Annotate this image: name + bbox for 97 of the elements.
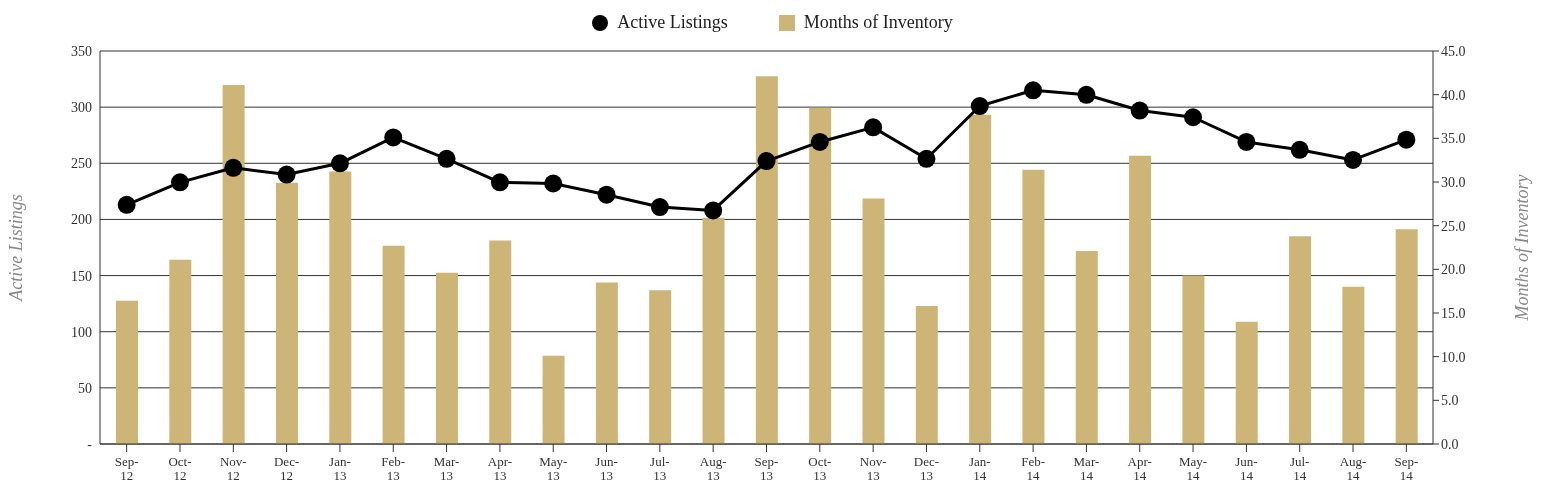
bar <box>1129 155 1152 444</box>
x-tick-label: Dec-13 <box>913 454 940 483</box>
point <box>597 185 616 204</box>
point <box>970 97 989 116</box>
y-tick-label: 100 <box>71 324 92 340</box>
point <box>810 132 829 151</box>
y2-tick-label: 30.0 <box>1441 174 1466 190</box>
bar <box>915 306 938 444</box>
legend-label: Months of Inventory <box>803 12 953 33</box>
point <box>757 152 776 171</box>
point <box>1290 140 1309 159</box>
bar <box>809 107 832 444</box>
bar <box>1075 250 1098 444</box>
bar <box>169 259 192 444</box>
x-tick-label: Sep-14 <box>1394 454 1419 483</box>
x-tick-label: Jan-13 <box>329 454 351 483</box>
y2-axis-title: Months of Inventory <box>1512 174 1532 322</box>
x-tick-label: Mar-14 <box>1073 454 1100 483</box>
bar <box>542 355 565 444</box>
bar <box>969 114 992 444</box>
point <box>1344 150 1363 169</box>
x-tick-label: Jun-14 <box>1235 454 1258 483</box>
x-tick-label: Feb-14 <box>1021 454 1046 483</box>
x-tick-label: Apr-13 <box>487 454 513 483</box>
point <box>490 173 509 192</box>
x-tick-label: Sep-13 <box>754 454 779 483</box>
y2-tick-label: 20.0 <box>1441 262 1466 278</box>
point <box>1237 132 1256 151</box>
x-tick-label: Sep-12 <box>114 454 139 483</box>
bar <box>862 198 885 444</box>
y2-tick-label: 10.0 <box>1441 349 1466 365</box>
bar <box>1235 321 1258 444</box>
x-tick-label: Aug-14 <box>1339 454 1367 483</box>
y2-tick-label: 5.0 <box>1441 393 1459 409</box>
y-axis-title: Active Listings <box>6 194 26 302</box>
x-tick-label: May-14 <box>1178 454 1208 483</box>
bar <box>1289 236 1312 444</box>
bar <box>1342 286 1365 444</box>
x-tick-label: Nov-13 <box>859 454 887 483</box>
point <box>1077 85 1096 104</box>
legend-label: Active Listings <box>617 12 728 33</box>
y2-tick-label: 25.0 <box>1441 218 1466 234</box>
bar <box>1395 229 1418 444</box>
bar <box>222 85 245 444</box>
x-tick-label: Jun-13 <box>595 454 618 483</box>
point <box>1130 101 1149 120</box>
bar <box>702 217 725 444</box>
x-tick-label: Jul-14 <box>1289 454 1310 483</box>
x-tick-label: Feb-13 <box>381 454 406 483</box>
y2-tick-label: 45.0 <box>1441 43 1466 59</box>
y-tick-label: 250 <box>71 156 92 172</box>
y-tick-label: 350 <box>71 43 92 59</box>
x-tick-label: Oct-13 <box>808 454 832 483</box>
bar <box>435 272 458 444</box>
bar <box>116 300 138 444</box>
point <box>1184 108 1203 127</box>
point <box>330 154 349 173</box>
x-tick-label: May-13 <box>539 454 568 483</box>
y2-tick-label: 40.0 <box>1441 87 1466 103</box>
point <box>917 149 936 168</box>
point <box>1397 130 1416 149</box>
bar <box>595 282 618 444</box>
y2-tick-label: 0.0 <box>1441 436 1459 452</box>
x-tick-label: Jul-13 <box>650 454 670 483</box>
bar <box>1022 169 1045 444</box>
y-tick-label: 300 <box>71 100 92 116</box>
y-tick-label: 200 <box>71 212 92 228</box>
bar <box>329 171 352 444</box>
point <box>1024 81 1043 100</box>
y2-tick-label: 35.0 <box>1441 131 1466 147</box>
x-tick-label: Jan-14 <box>968 454 991 483</box>
bar <box>382 245 405 444</box>
y-tick-label: 150 <box>71 268 92 284</box>
bar <box>649 290 672 444</box>
x-tick-label: Dec-12 <box>273 454 300 483</box>
x-tick-label: Oct-12 <box>168 454 192 483</box>
y2-tick-label: 15.0 <box>1441 305 1466 321</box>
point <box>277 165 296 184</box>
bar <box>489 240 512 444</box>
bar <box>1182 275 1205 444</box>
x-tick-label: Apr-14 <box>1127 454 1152 483</box>
point <box>650 198 669 217</box>
point <box>170 173 189 192</box>
point <box>224 158 243 177</box>
point <box>117 195 136 214</box>
point <box>384 128 403 147</box>
y-tick-label: - <box>87 436 93 452</box>
point <box>437 149 456 168</box>
point <box>544 174 563 193</box>
bar <box>755 76 778 444</box>
point <box>704 201 723 220</box>
bar <box>275 182 298 444</box>
y-tick-label: 50 <box>78 380 92 396</box>
x-tick-label: Aug-13 <box>699 454 727 483</box>
x-tick-label: Mar-13 <box>433 454 460 483</box>
point <box>864 118 883 137</box>
x-tick-label: Nov-12 <box>219 454 247 483</box>
